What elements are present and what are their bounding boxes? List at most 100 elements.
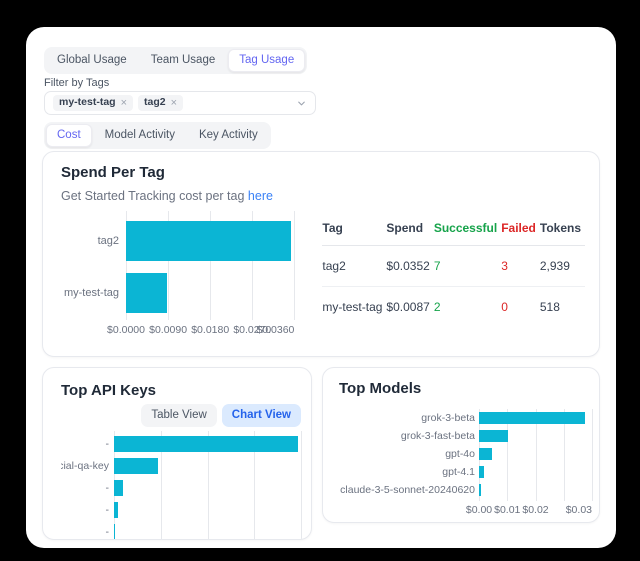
chart-row-pecial-qa-key: pecial-qa-key: [61, 455, 301, 477]
cell-tokens: 518: [539, 300, 560, 315]
bar-pecial-qa-key: [114, 457, 159, 474]
usage-dashboard-card: Global Usage Team Usage Tag Usage Filter b…: [26, 27, 616, 548]
x-axis-tick: $0.0270: [233, 324, 272, 337]
gridline: [252, 211, 254, 321]
filter-by-tags-label: Filter by Tags: [44, 77, 110, 89]
bar-track: [114, 479, 301, 496]
tab-team-usage[interactable]: Team Usage: [140, 49, 227, 72]
bar-track: [114, 501, 301, 518]
x-axis-tick: $0.03: [565, 504, 592, 517]
x-axis-tick: $0.0090: [149, 324, 188, 337]
cell-tag: my-test-tag: [322, 300, 383, 315]
tag-chip-tag2[interactable]: tag2 ×: [138, 94, 184, 112]
subtitle-text: Get Started Tracking cost per tag: [61, 189, 245, 204]
gridline: [207, 430, 209, 539]
tag-chip-group: my-test-tag × tag2 ×: [53, 94, 184, 112]
cell-successful: 2: [433, 300, 441, 315]
tab-global-usage[interactable]: Global Usage: [46, 49, 138, 72]
bar-track: [479, 430, 592, 443]
bar-grok-3-beta: [479, 412, 585, 425]
y-axis-label: grok-3-fast-beta: [400, 430, 475, 443]
x-axis-tick: $0.01: [494, 504, 521, 517]
chevron-down-icon[interactable]: [296, 98, 307, 109]
tag-chip-label: tag2: [144, 96, 166, 109]
bar-grok-3-fast-beta: [479, 430, 508, 443]
gridline: [294, 211, 296, 321]
x-axis-tick: $0.02: [522, 504, 549, 517]
bar-dash: [114, 523, 115, 539]
gridline: [254, 430, 256, 539]
here-link[interactable]: here: [247, 189, 273, 204]
y-axis-label: -: [105, 481, 110, 494]
cost-tab-list: Cost Model Activity Key Activity: [44, 122, 271, 149]
tag-filter-select[interactable]: my-test-tag × tag2 ×: [44, 91, 316, 115]
spend-per-tag-panel: Spend Per Tag Get Started Tracking cost …: [42, 151, 600, 357]
table-row: my-test-tag $0.0087 2 0 518: [322, 287, 585, 328]
bar-dash: [114, 501, 118, 518]
cell-spend: $0.0087: [386, 300, 430, 315]
chart-row-dash: -: [61, 499, 301, 521]
bar-track: [126, 273, 294, 314]
tag-chip-my-test-tag[interactable]: my-test-tag ×: [53, 94, 134, 112]
chart-rows: grok-3-beta grok-3-fast-beta gpt-4o gpt-4.1…: [339, 407, 592, 499]
gridline: [126, 211, 127, 321]
table-header-spend: Spend: [386, 215, 434, 247]
tag-chip-label: my-test-tag: [59, 96, 116, 109]
spend-per-tag-subtitle: Get Started Tracking cost per tag here: [61, 189, 585, 203]
cell-failed: 3: [501, 245, 540, 288]
cell-successful: 7: [433, 245, 502, 288]
cell-tokens: 2,939: [539, 245, 585, 288]
chart-row-dash: -: [61, 433, 301, 455]
gridline: [563, 409, 565, 502]
tab-key-activity[interactable]: Key Activity: [188, 124, 269, 147]
view-toggle-group: Table View Chart View: [141, 404, 301, 427]
bar-gpt-4.1: [479, 466, 484, 479]
spend-per-tag-chart: tag2 my-test-tag $0.0000 $0.0090 $0.0180 $0.0…: [61, 207, 296, 337]
spend-per-tag-title: Spend Per Tag: [61, 164, 165, 181]
x-axis-tick: $0.00: [465, 504, 493, 517]
bar-track: [479, 466, 592, 479]
bar-claude-3-5-sonnet-20240620: [479, 484, 481, 497]
y-axis-label: -: [105, 525, 110, 538]
bar-track: [114, 523, 301, 539]
remove-tag-icon[interactable]: ×: [170, 96, 178, 109]
chart-view-button[interactable]: Chart View: [221, 404, 301, 427]
chart-row-dash: -: [61, 477, 301, 499]
gridline: [160, 430, 162, 539]
top-models-chart: grok-3-beta grok-3-fast-beta gpt-4o gpt-4.1…: [339, 407, 593, 517]
x-axis: $0.0000 $0.0090 $0.0180 $0.0270 $0.0360: [107, 324, 295, 337]
gridline: [592, 409, 593, 502]
table-header-tag: Tag: [322, 215, 387, 247]
chart-row-gpt-4.1: gpt-4.1: [339, 463, 592, 481]
table-view-button[interactable]: Table View: [141, 404, 217, 427]
chart-row-gpt-4o: gpt-4o: [339, 445, 592, 463]
x-axis-tick: $0.0180: [191, 324, 230, 337]
tab-model-activity[interactable]: Model Activity: [94, 124, 186, 147]
tab-cost[interactable]: Cost: [46, 124, 92, 147]
y-axis-label: claude-3-5-sonnet-20240620: [340, 484, 475, 497]
usage-tab-list: Global Usage Team Usage Tag Usage: [44, 47, 308, 74]
y-axis-label: gpt-4.1: [442, 466, 475, 479]
bar-dash: [114, 479, 123, 496]
top-api-keys-header: Top API Keys Table View Chart View: [61, 382, 301, 427]
x-axis-tick: $0.0360: [256, 324, 295, 337]
bar-track: [479, 412, 592, 425]
top-api-keys-chart: - pecial-qa-key - - -: [61, 430, 302, 539]
table-header-successful: Successful: [433, 215, 502, 247]
y-axis-label: tag2: [97, 235, 119, 248]
bar-my-test-tag: [126, 273, 167, 314]
x-axis: $0.00 $0.01 $0.02 $0.03: [466, 504, 592, 517]
top-models-title: Top Models: [339, 380, 422, 397]
bar-dash: [114, 435, 299, 452]
chart-row-grok-3-fast-beta: grok-3-fast-beta: [339, 427, 592, 445]
remove-tag-icon[interactable]: ×: [120, 96, 128, 109]
bar-tag2: [126, 221, 291, 262]
gridline: [507, 409, 509, 502]
chart-row-tag2: tag2: [61, 215, 294, 267]
top-models-panel: Top Models grok-3-beta grok-3-fast-beta gp…: [322, 367, 600, 523]
chart-row-my-test-tag: my-test-tag: [61, 267, 294, 319]
tab-tag-usage[interactable]: Tag Usage: [228, 49, 306, 72]
bar-track: [114, 435, 301, 452]
gridline: [210, 211, 212, 321]
